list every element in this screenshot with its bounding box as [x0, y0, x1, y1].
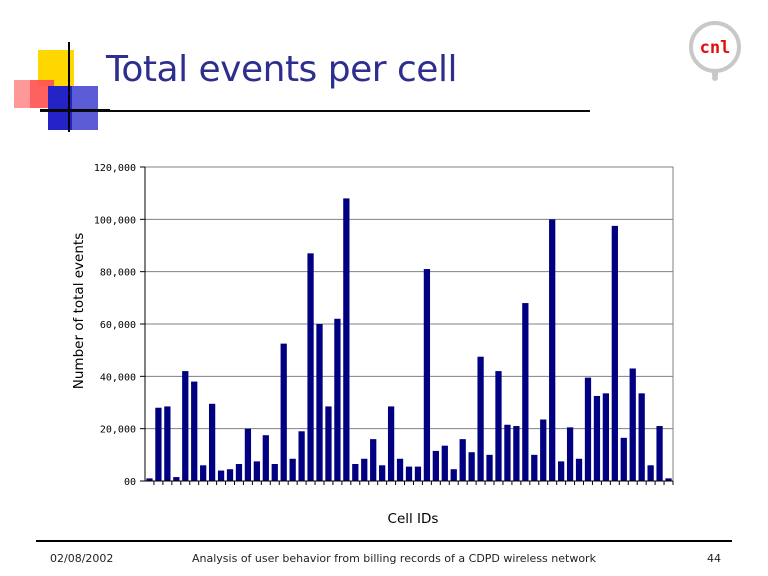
bar	[441, 445, 448, 481]
axes	[140, 166, 674, 485]
slide-decoration	[14, 42, 110, 132]
bar	[387, 406, 395, 481]
y-axis-label: Number of total events	[71, 232, 87, 390]
y-tick-label: 120,000	[94, 163, 136, 174]
bar	[495, 371, 502, 481]
bar	[522, 303, 529, 481]
bar	[200, 465, 207, 481]
gridlines	[145, 166, 673, 430]
logo-text: cnl	[700, 38, 731, 58]
bar	[352, 463, 359, 481]
slide-title: Total events per cell	[106, 49, 457, 90]
bar	[513, 426, 520, 481]
bar	[370, 439, 377, 481]
bar	[414, 466, 422, 481]
bar	[325, 406, 332, 481]
bar	[468, 452, 475, 481]
bar	[316, 324, 323, 481]
footer-rule	[36, 540, 732, 542]
bar	[504, 424, 511, 481]
bar	[665, 478, 672, 481]
y-tick-label: 80,000	[100, 268, 136, 279]
bar	[164, 406, 171, 481]
bar	[629, 368, 636, 481]
bar	[575, 458, 583, 481]
bar	[244, 428, 252, 481]
bar	[280, 343, 287, 481]
bar	[182, 371, 189, 481]
bar	[253, 461, 260, 481]
bar	[334, 318, 341, 481]
y-tick-label: 40,000	[100, 372, 136, 383]
y-tick-label: 60,000	[100, 320, 136, 331]
bar	[155, 407, 162, 481]
bar	[271, 463, 278, 481]
bar	[307, 253, 314, 481]
bar	[405, 466, 413, 481]
bar	[620, 437, 627, 481]
bar	[540, 419, 547, 481]
bar	[611, 225, 618, 481]
footer-caption: Analysis of user behavior from billing r…	[192, 552, 596, 565]
bar	[289, 458, 296, 481]
bar	[656, 426, 663, 481]
bar	[208, 403, 216, 481]
bar	[602, 393, 610, 481]
bar	[531, 454, 538, 481]
title-underline	[40, 110, 590, 112]
logo-stem	[712, 70, 718, 76]
bar	[593, 395, 601, 481]
y-tick-labels: 00 20,000 40,000 60,000 80,000 100,000 120,000	[94, 163, 136, 488]
logo-dot	[712, 75, 718, 81]
page-number: 44	[707, 552, 721, 565]
deco-red-fade	[14, 80, 30, 108]
bar	[262, 435, 269, 481]
bar	[361, 458, 368, 481]
bar	[226, 469, 234, 481]
bars	[146, 198, 672, 482]
bar	[459, 439, 466, 481]
footer-date: 02/08/2002	[50, 552, 114, 565]
bar	[477, 356, 484, 481]
y-tick-label: 100,000	[94, 215, 136, 226]
bar	[584, 377, 592, 481]
bar	[423, 269, 431, 481]
bar	[396, 458, 404, 481]
bar	[486, 454, 493, 481]
bar	[343, 198, 350, 481]
bar	[432, 450, 439, 481]
deco-blue-fade	[72, 86, 98, 130]
cnl-logo: cnl	[689, 21, 741, 81]
bar	[558, 461, 565, 481]
bar	[173, 477, 180, 481]
bar	[235, 463, 243, 481]
bar	[549, 219, 556, 482]
bar	[647, 465, 654, 481]
bar	[217, 470, 225, 481]
y-tick-label: 20,000	[100, 425, 136, 436]
bar	[298, 431, 305, 481]
bar	[450, 469, 457, 481]
bar	[191, 381, 198, 481]
bar	[638, 393, 645, 481]
bar	[566, 427, 574, 481]
x-axis-label: Cell IDs	[387, 511, 439, 527]
y-tick-label: 00	[124, 477, 136, 488]
bar	[146, 478, 153, 481]
bar	[379, 465, 386, 481]
